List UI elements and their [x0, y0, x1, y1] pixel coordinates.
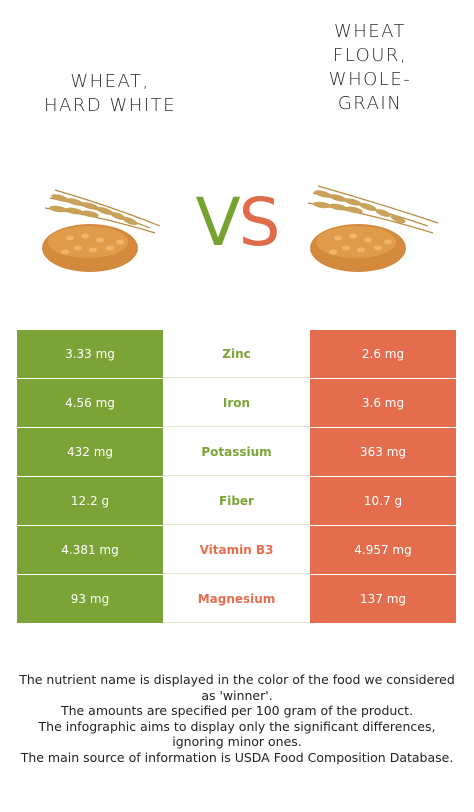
vs-s-letter: S	[238, 184, 281, 261]
left-food-title: Wheat, hard white	[44, 71, 176, 116]
footer-line-differences-note: The infographic aims to display only the…	[38, 718, 436, 750]
nutrient-name-cell: Vitamin B3	[163, 526, 310, 574]
right-value-cell: 363 mg	[310, 428, 456, 476]
vs-v-letter: V	[195, 184, 240, 261]
table-row: 432 mg Potassium 363 mg	[17, 428, 456, 477]
right-food-title: Wheat flour, whole- grain	[328, 21, 412, 114]
nutrient-name-cell: Potassium	[163, 428, 310, 476]
left-value-cell: 432 mg	[17, 428, 163, 476]
footer-line-amounts-note: The amounts are specified per 100 gram o…	[60, 703, 414, 718]
right-value-cell: 3.6 mg	[310, 379, 456, 427]
nutrient-name-cell: Iron	[163, 379, 310, 427]
versus-label: VS	[182, 188, 292, 258]
table-row: 4.56 mg Iron 3.6 mg	[17, 379, 456, 428]
nutrient-name-cell: Zinc	[163, 330, 310, 378]
left-value-cell: 93 mg	[17, 575, 163, 623]
right-value-cell: 10.7 g	[310, 477, 456, 525]
left-value-cell: 3.33 mg	[17, 330, 163, 378]
right-value-cell: 4.957 mg	[310, 526, 456, 574]
table-row: 93 mg Magnesium 137 mg	[17, 575, 456, 624]
right-value-cell: 137 mg	[310, 575, 456, 623]
footer-notes: The nutrient name is displayed in the co…	[15, 672, 459, 765]
right-value-cell: 2.6 mg	[310, 330, 456, 378]
left-value-cell: 12.2 g	[17, 477, 163, 525]
table-row: 3.33 mg Zinc 2.6 mg	[17, 330, 456, 379]
nutrient-name-cell: Fiber	[163, 477, 310, 525]
wheat-grain-image-right	[307, 185, 439, 272]
left-value-cell: 4.56 mg	[17, 379, 163, 427]
table-row: 12.2 g Fiber 10.7 g	[17, 477, 456, 526]
nutrient-comparison-table: 3.33 mg Zinc 2.6 mg 4.56 mg Iron 3.6 mg 432 mg…	[17, 330, 456, 624]
wheat-grain-image-left	[42, 189, 161, 272]
footer-line-source-note: The main source of information is USDA F…	[20, 749, 454, 765]
left-value-cell: 4.381 mg	[17, 526, 163, 574]
footer-line-winner-note: The nutrient name is displayed in the co…	[19, 672, 455, 703]
table-row: 4.381 mg Vitamin B3 4.957 mg	[17, 526, 456, 575]
nutrient-name-cell: Magnesium	[163, 575, 310, 623]
